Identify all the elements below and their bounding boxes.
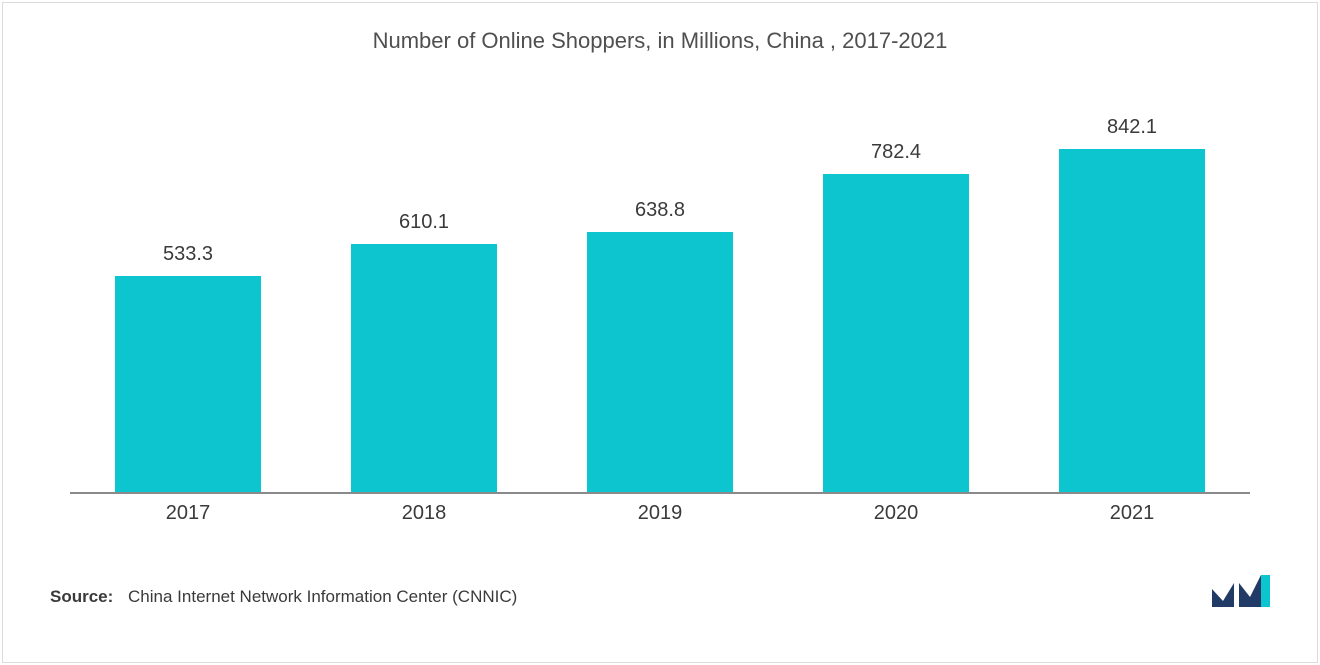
x-axis-label: 2019 — [542, 502, 778, 525]
logo-m-left-icon — [1212, 583, 1234, 607]
bar-slot: 638.8 — [542, 64, 778, 494]
chart-container: Number of Online Shoppers, in Millions, … — [0, 0, 1320, 665]
x-axis-line — [70, 492, 1250, 494]
bar-slot: 842.1 — [1014, 64, 1250, 494]
plot-area: 533.3 610.1 638.8 782.4 842.1 — [70, 64, 1250, 494]
source-text: China Internet Network Information Cente… — [128, 587, 517, 606]
x-axis-label: 2018 — [306, 502, 542, 525]
x-axis-label: 2021 — [1014, 502, 1250, 525]
chart-title: Number of Online Shoppers, in Millions, … — [50, 28, 1270, 54]
bar-value-label: 610.1 — [399, 211, 449, 234]
bar-slot: 610.1 — [306, 64, 542, 494]
source-label: Source: — [50, 587, 113, 606]
bar-rect — [587, 232, 733, 494]
bar-slot: 782.4 — [778, 64, 1014, 494]
x-axis-label: 2020 — [778, 502, 1014, 525]
logo-accent-icon — [1261, 575, 1270, 607]
bar-value-label: 533.3 — [163, 243, 213, 266]
chart-footer: Source: China Internet Network Informati… — [50, 575, 1270, 607]
bar-rect — [823, 174, 969, 494]
bar-rect — [351, 244, 497, 494]
bar-value-label: 638.8 — [635, 199, 685, 222]
bar-rect — [1059, 149, 1205, 494]
logo-m-right-icon — [1239, 575, 1261, 607]
bars-row: 533.3 610.1 638.8 782.4 842.1 — [70, 64, 1250, 494]
brand-logo — [1212, 575, 1270, 607]
bar-rect — [115, 276, 261, 494]
source-line: Source: China Internet Network Informati… — [50, 587, 517, 607]
bar-value-label: 782.4 — [871, 141, 921, 164]
x-axis-labels: 20172018201920202021 — [70, 502, 1250, 525]
bar-value-label: 842.1 — [1107, 116, 1157, 139]
bar-slot: 533.3 — [70, 64, 306, 494]
x-axis-label: 2017 — [70, 502, 306, 525]
